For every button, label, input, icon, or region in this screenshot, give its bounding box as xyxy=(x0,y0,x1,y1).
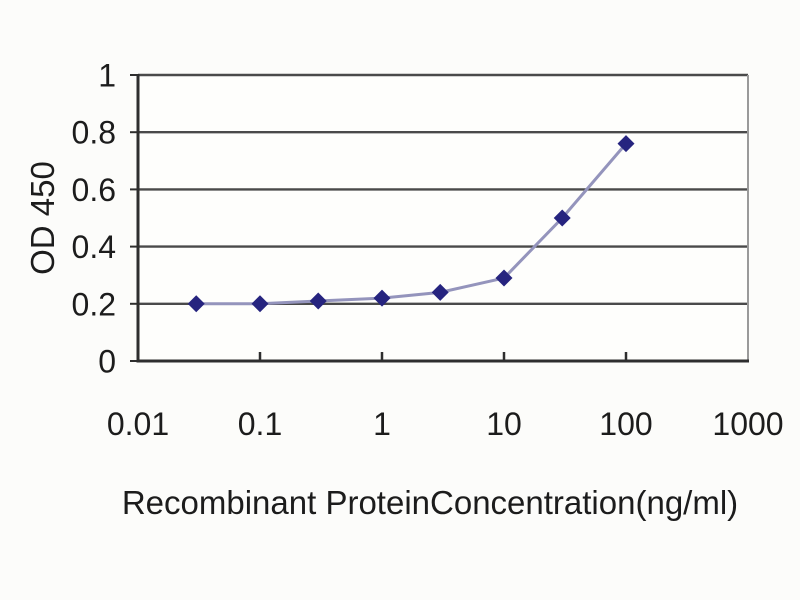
y-tick-label: 0.4 xyxy=(72,229,116,265)
x-tick-label: 0.1 xyxy=(238,406,282,442)
data-series xyxy=(187,135,635,313)
data-point-marker xyxy=(617,135,635,153)
plot-area xyxy=(138,75,748,361)
x-tick-label: 100 xyxy=(599,406,652,442)
y-tick-labels: 0 0.2 0.4 0.6 0.8 1 xyxy=(72,58,116,380)
data-point-marker xyxy=(251,295,269,313)
x-tick-label: 0.01 xyxy=(107,406,169,442)
data-point-marker xyxy=(373,289,391,307)
data-point-marker xyxy=(309,292,327,310)
data-point-marker xyxy=(495,269,513,287)
axes-and-ticks xyxy=(130,74,749,363)
y-tick-label: 0.6 xyxy=(72,172,116,208)
y-tick-label: 1 xyxy=(98,58,116,94)
series-line xyxy=(196,142,628,306)
y-tick-label: 0 xyxy=(98,344,116,380)
x-tick-label: 1 xyxy=(373,406,391,442)
data-point-marker xyxy=(431,283,449,301)
gridlines xyxy=(138,73,749,361)
data-point-marker xyxy=(187,295,205,313)
x-tick-labels: 0.01 0.1 1 10 100 1000 xyxy=(107,406,784,442)
x-tick-label: 1000 xyxy=(712,406,783,442)
y-tick-label: 0.2 xyxy=(72,286,116,322)
y-tick-label: 0.8 xyxy=(72,115,116,151)
x-tick-label: 10 xyxy=(486,406,522,442)
x-axis-title: Recombinant ProteinConcentration(ng/ml) xyxy=(122,484,738,521)
y-axis-title: OD 450 xyxy=(24,161,61,275)
data-point-marker xyxy=(553,209,571,227)
